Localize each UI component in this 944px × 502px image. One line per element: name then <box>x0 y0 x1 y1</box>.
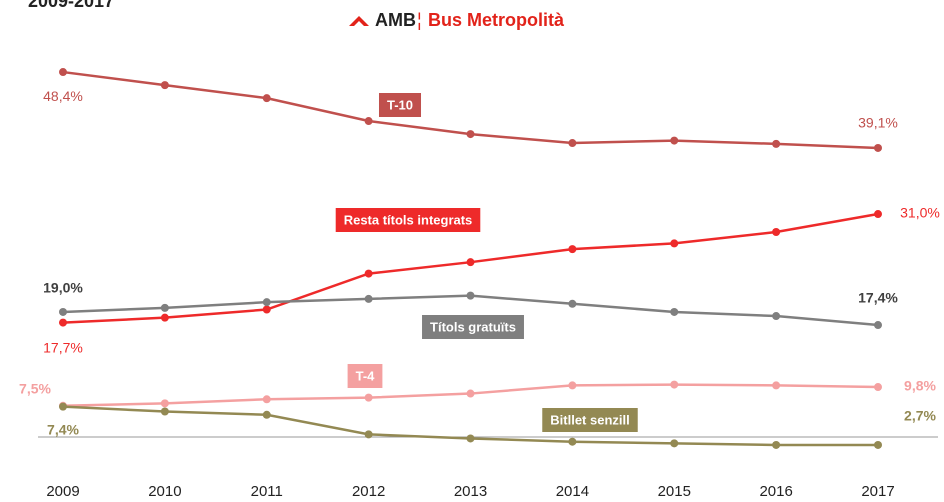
x-tick-label: 2013 <box>454 483 487 500</box>
x-tick-label: 2012 <box>352 483 385 500</box>
x-tick-label: 2010 <box>148 483 181 500</box>
data-point <box>364 393 373 402</box>
chart-title: 2009-2017 <box>28 0 114 11</box>
data-point <box>568 245 577 254</box>
value-label: 48,4% <box>43 88 83 104</box>
data-point <box>160 399 169 408</box>
logo-name: AMB <box>375 10 416 30</box>
value-label: 17,4% <box>858 290 898 306</box>
data-point <box>568 437 577 446</box>
value-label: 7,5% <box>19 381 51 397</box>
data-point <box>262 298 271 307</box>
data-point <box>160 407 169 416</box>
data-point <box>874 143 882 152</box>
data-point <box>364 430 373 439</box>
logo-text: Bus Metropolità <box>428 10 565 30</box>
x-tick-label: 2015 <box>658 483 691 500</box>
data-point <box>670 307 679 316</box>
data-point <box>364 294 373 303</box>
value-label: 31,0% <box>900 205 940 221</box>
data-point <box>670 439 679 448</box>
logo: AMB ¦ Bus Metropolità <box>349 10 565 30</box>
series-label: Bitllet senzill <box>550 412 629 427</box>
data-point <box>772 312 781 321</box>
data-point <box>262 94 271 103</box>
data-point <box>262 395 271 404</box>
data-point <box>466 389 475 398</box>
data-point <box>466 291 475 300</box>
data-point <box>59 402 67 411</box>
value-label: 2,7% <box>904 408 936 424</box>
data-point <box>466 434 475 443</box>
logo-separator: ¦ <box>417 10 422 30</box>
data-point <box>466 130 475 139</box>
series-label-box <box>335 208 481 232</box>
series-label-box <box>422 315 524 339</box>
value-label: 9,8% <box>904 378 936 394</box>
x-tick-label: 2014 <box>556 483 589 500</box>
value-label: 17,7% <box>43 339 83 355</box>
data-point <box>160 303 169 312</box>
value-label: 7,4% <box>47 421 79 437</box>
data-point <box>772 440 781 449</box>
data-point <box>772 139 781 148</box>
series-label: T-4 <box>356 368 376 383</box>
series-label: T-10 <box>387 97 413 112</box>
value-label: 39,1% <box>858 115 898 131</box>
x-tick-label: 2011 <box>251 483 283 500</box>
data-point <box>59 307 67 316</box>
data-point <box>59 318 67 327</box>
data-point <box>262 305 271 314</box>
x-tick-label: 2016 <box>759 483 792 500</box>
data-point <box>262 410 271 419</box>
data-point <box>160 81 169 90</box>
logo-icon <box>349 16 369 26</box>
data-point <box>874 321 882 330</box>
data-point <box>160 313 169 322</box>
series-label-box <box>542 408 638 432</box>
data-point <box>466 258 475 267</box>
value-label: 19,0% <box>43 280 83 296</box>
x-tick-label: 2009 <box>46 483 79 500</box>
data-point <box>874 210 882 219</box>
data-point <box>364 117 373 126</box>
data-point <box>59 68 67 77</box>
data-point <box>364 269 373 278</box>
data-point <box>874 440 882 449</box>
x-tick-label: 2017 <box>861 483 894 500</box>
series-label-box <box>378 93 422 117</box>
data-point <box>568 381 577 390</box>
series-label: Resta títols integrats <box>344 212 473 227</box>
series-label-box <box>347 364 383 388</box>
data-point <box>874 383 882 392</box>
data-point <box>670 136 679 145</box>
data-point <box>772 227 781 236</box>
data-point <box>772 381 781 390</box>
series-label: Títols gratuïts <box>430 319 516 334</box>
data-point <box>670 239 679 248</box>
data-point <box>670 380 679 389</box>
data-point <box>568 299 577 308</box>
data-point <box>568 139 577 148</box>
